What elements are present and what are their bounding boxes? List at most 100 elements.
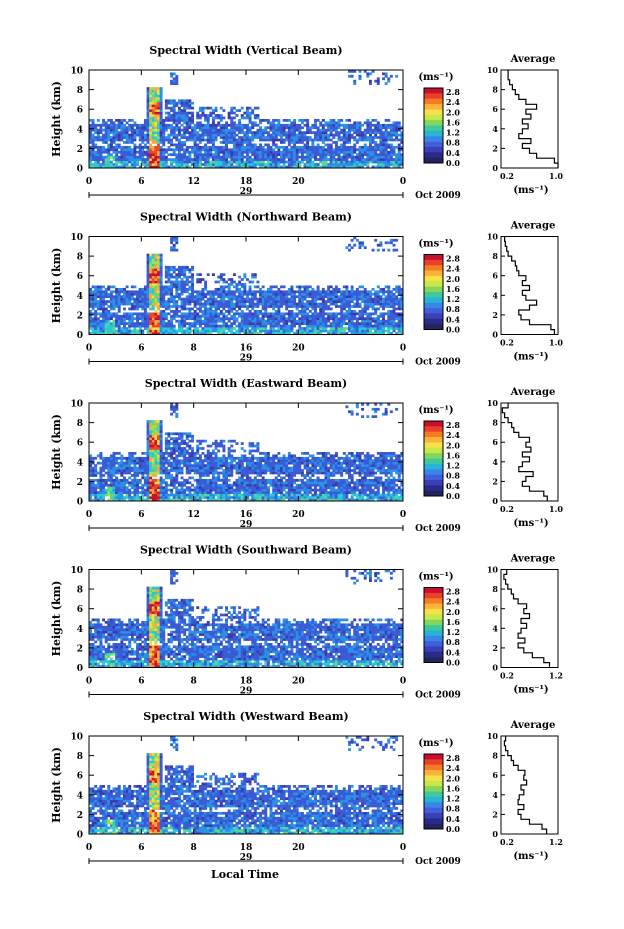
heatmap-cell bbox=[191, 133, 194, 137]
heatmap-cell bbox=[188, 150, 192, 154]
heatmap-cell bbox=[164, 155, 168, 159]
heatmap-cell bbox=[89, 314, 92, 318]
heatmap-cell bbox=[272, 292, 276, 296]
heatmap-cell bbox=[175, 302, 179, 306]
heatmap-cell bbox=[371, 150, 375, 154]
heatmap-cell bbox=[327, 297, 331, 301]
heatmap-cell bbox=[361, 150, 365, 154]
heatmap-cell bbox=[146, 150, 150, 154]
heatmap-cell bbox=[125, 126, 129, 130]
heatmap-cell bbox=[327, 287, 331, 291]
heatmap-cell bbox=[196, 329, 200, 333]
heatmap-cell bbox=[211, 126, 215, 130]
heatmap-cell bbox=[185, 111, 189, 115]
heatmap-cell bbox=[248, 136, 252, 139]
heatmap-cell bbox=[303, 297, 307, 301]
heatmap-cell bbox=[345, 327, 349, 330]
heatmap-cell bbox=[371, 148, 375, 152]
heatmap-cell bbox=[201, 109, 205, 112]
heatmap-cell bbox=[154, 273, 158, 276]
heatmap-cell bbox=[303, 322, 307, 325]
heatmap-cell bbox=[235, 297, 239, 301]
heatmap-cell bbox=[149, 256, 153, 259]
heatmap-cell bbox=[141, 305, 145, 308]
heatmap-cell bbox=[204, 329, 208, 333]
heatmap-cell bbox=[172, 79, 176, 83]
heatmap-cell bbox=[337, 160, 341, 164]
heatmap-cell bbox=[382, 287, 385, 291]
heatmap-cell bbox=[149, 150, 153, 154]
heatmap-cell bbox=[256, 158, 260, 161]
heatmap-cell bbox=[240, 128, 244, 132]
heatmap-cell bbox=[175, 121, 179, 125]
heatmap-cell bbox=[191, 312, 194, 316]
heatmap-cell bbox=[123, 295, 126, 299]
heatmap-cell bbox=[115, 469, 119, 472]
heatmap-cell bbox=[253, 329, 257, 333]
heatmap-cell bbox=[248, 285, 252, 289]
heatmap-cell bbox=[298, 312, 302, 316]
avg-y-tick-label: 6 bbox=[492, 271, 498, 281]
heatmap-cell bbox=[196, 292, 200, 296]
heatmap-cell bbox=[125, 471, 129, 475]
heatmap-cell bbox=[285, 332, 289, 335]
heatmap-cell bbox=[324, 150, 328, 154]
heatmap-cell bbox=[259, 160, 262, 164]
heatmap-cell bbox=[170, 238, 174, 242]
heatmap-cell bbox=[211, 324, 215, 328]
heatmap-cell bbox=[112, 498, 116, 502]
heatmap-cell bbox=[379, 153, 383, 157]
heatmap-cell bbox=[300, 312, 304, 316]
heatmap-cell bbox=[211, 155, 215, 159]
heatmap-cell bbox=[196, 163, 200, 166]
heatmap-cell bbox=[188, 155, 192, 159]
heatmap-cell bbox=[225, 131, 228, 134]
heatmap-cell bbox=[232, 327, 236, 330]
heatmap-cell bbox=[261, 305, 265, 308]
heatmap-cell bbox=[128, 324, 132, 328]
heatmap-cell bbox=[225, 133, 228, 137]
heatmap-cell bbox=[311, 138, 315, 142]
heatmap-cell bbox=[376, 300, 380, 303]
heatmap-cell bbox=[348, 145, 351, 149]
y-tick-label: 10 bbox=[70, 233, 83, 243]
heatmap-cell bbox=[300, 317, 304, 321]
heatmap-cell bbox=[201, 327, 205, 330]
heatmap-cell bbox=[358, 150, 362, 154]
heatmap-cell bbox=[104, 481, 108, 485]
heatmap-cell bbox=[170, 265, 174, 269]
heatmap-cell bbox=[170, 329, 174, 333]
heatmap-cell bbox=[316, 158, 320, 161]
heatmap-cell bbox=[248, 121, 252, 125]
heatmap-cell bbox=[146, 148, 150, 152]
heatmap-cell bbox=[366, 302, 370, 306]
heatmap-cell bbox=[107, 324, 111, 328]
heatmap-cell bbox=[136, 498, 140, 502]
heatmap-cell bbox=[251, 295, 255, 299]
heatmap-cell bbox=[253, 153, 257, 157]
heatmap-cell bbox=[395, 287, 399, 291]
heatmap-cell bbox=[188, 116, 192, 120]
heatmap-cell bbox=[157, 94, 160, 98]
heatmap-cell bbox=[342, 165, 346, 169]
heatmap-cell bbox=[146, 317, 150, 321]
heatmap-cell bbox=[261, 285, 265, 289]
heatmap-cell bbox=[151, 312, 155, 316]
heatmap-cell bbox=[102, 461, 105, 465]
heatmap-cell bbox=[146, 292, 150, 296]
heatmap-cell bbox=[248, 148, 252, 152]
heatmap-cell bbox=[395, 121, 399, 125]
heatmap-cell bbox=[117, 491, 121, 494]
heatmap-cell bbox=[125, 133, 129, 137]
heatmap-cell bbox=[264, 307, 268, 311]
heatmap-cell bbox=[188, 121, 192, 125]
heatmap-cell bbox=[240, 302, 244, 306]
heatmap-cell bbox=[272, 155, 276, 159]
heatmap-cell bbox=[298, 145, 302, 149]
heatmap-cell bbox=[91, 474, 95, 477]
heatmap-cell bbox=[295, 145, 299, 149]
heatmap-cell bbox=[151, 114, 155, 117]
heatmap-cell bbox=[214, 109, 218, 112]
heatmap-cell bbox=[125, 491, 129, 494]
heatmap-cell bbox=[261, 292, 265, 296]
